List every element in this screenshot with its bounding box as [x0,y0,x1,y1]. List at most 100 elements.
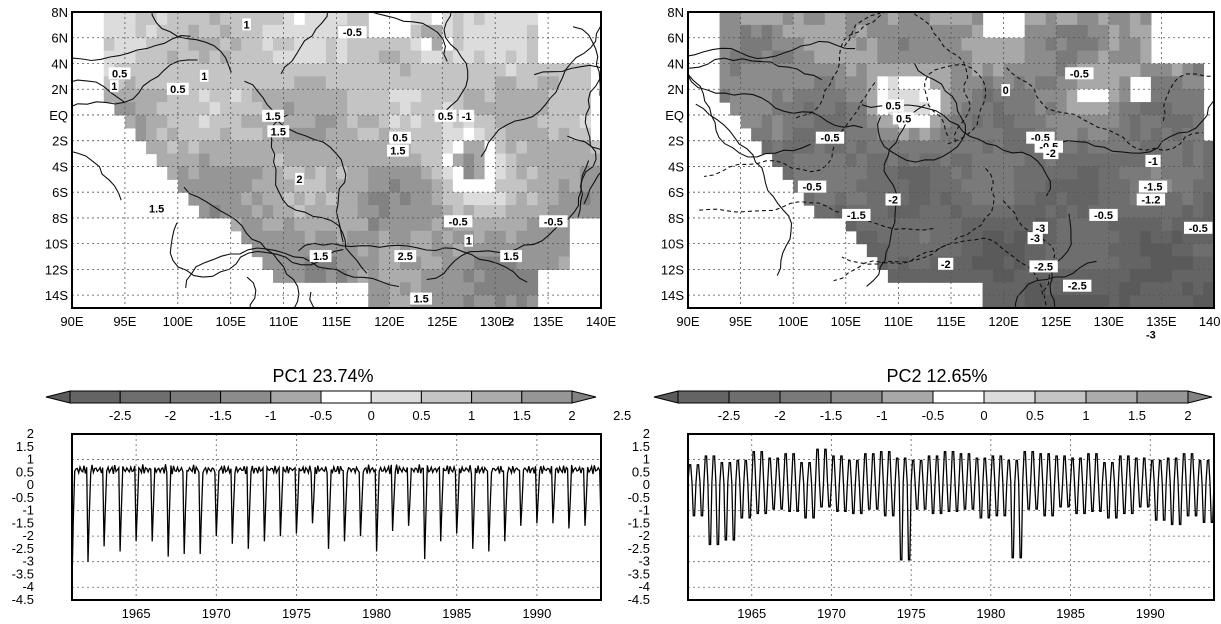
field-cell [442,24,454,39]
x-tick-label: 1965 [737,606,766,621]
field-cell [463,295,475,308]
field-cell [1150,140,1162,155]
field-cell [719,12,731,26]
field-cell [1024,282,1036,296]
field-cell [357,217,369,232]
field-cell [516,12,528,26]
field-cell [516,127,528,142]
field-cell [982,153,994,168]
field-cell [919,114,931,129]
field-cell [558,256,570,270]
field-cell [124,12,137,26]
field-cell [505,140,517,155]
field-cell [1087,243,1099,258]
field-cell [378,205,390,219]
field-cell [484,282,496,296]
field-cell [484,12,496,26]
field-cell [410,12,422,26]
x-tick-label: 140E [1199,314,1221,329]
field-cell [262,179,274,193]
field-cell [1003,230,1015,245]
field-cell [814,63,826,77]
field-cell [1045,114,1057,129]
field-cell [251,24,264,39]
field-cell [1056,127,1068,142]
field-cell [442,12,454,26]
field-cell [1161,256,1173,270]
field-cell [209,89,221,103]
field-cell [845,140,857,155]
contour-line [298,242,528,283]
field-cell [357,243,369,258]
field-cell [908,217,921,232]
field-cell [283,50,295,65]
field-cell [1014,127,1026,142]
contour-label: 1 [111,81,117,93]
field-cell [442,192,454,206]
field-cell [378,230,390,245]
field-cell [824,114,836,129]
field-cell [1192,256,1205,270]
field-cell [421,179,433,193]
field-cell [251,230,264,245]
contour-label: 0.5 [885,101,900,113]
field-cell [262,76,274,90]
field-cell [283,192,295,206]
field-cell [304,153,316,168]
field-cell [1045,295,1057,308]
field-cell [156,76,168,90]
field-cell [548,179,560,193]
field-cell [1035,295,1047,308]
field-cell [1045,192,1057,206]
field-cell [251,166,264,180]
field-cell [315,37,327,52]
field-cell [1077,76,1089,90]
field-cell [421,205,433,219]
field-cell [940,140,952,155]
field-cell [1182,76,1194,90]
field-cell [452,230,465,245]
field-cell [1014,205,1026,219]
field-cell [1150,63,1162,77]
field-cell [929,89,942,103]
field-cell [378,179,390,193]
colorbar-segment [881,390,934,404]
field-cell [410,205,422,219]
field-cell [814,102,826,116]
field-cell [1056,12,1068,26]
field-cell [548,166,560,180]
field-cell [336,217,348,232]
field-cell [1171,89,1184,103]
field-cell [993,230,1005,245]
field-cell [898,192,910,206]
field-cell [516,50,528,65]
y-tick-label: -4 [22,579,34,594]
field-cell [877,89,889,103]
field-cell [230,102,242,116]
field-cell [431,127,443,142]
field-cell [526,50,539,65]
field-cell [982,269,994,283]
field-cell [505,24,517,39]
field-cell [1140,114,1152,129]
field-cell [972,102,984,116]
field-cell [283,89,295,103]
contour-label-bg [1027,232,1043,245]
field-cell [1182,205,1194,219]
field-cell [442,76,454,90]
field-cell [251,76,264,90]
field-cell [877,24,889,39]
field-cell [793,140,805,155]
field-cell [579,63,592,77]
field-cell [898,153,910,168]
field-cell [526,12,539,26]
field-cell [294,24,306,39]
y-tick-label: 8S [668,211,684,226]
field-cell [135,102,147,116]
field-cell [951,153,963,168]
field-cell [1129,282,1141,296]
field-cell [357,89,369,103]
field-cell [548,63,560,77]
field-cell [866,140,878,155]
contour-label-bg [267,125,290,138]
